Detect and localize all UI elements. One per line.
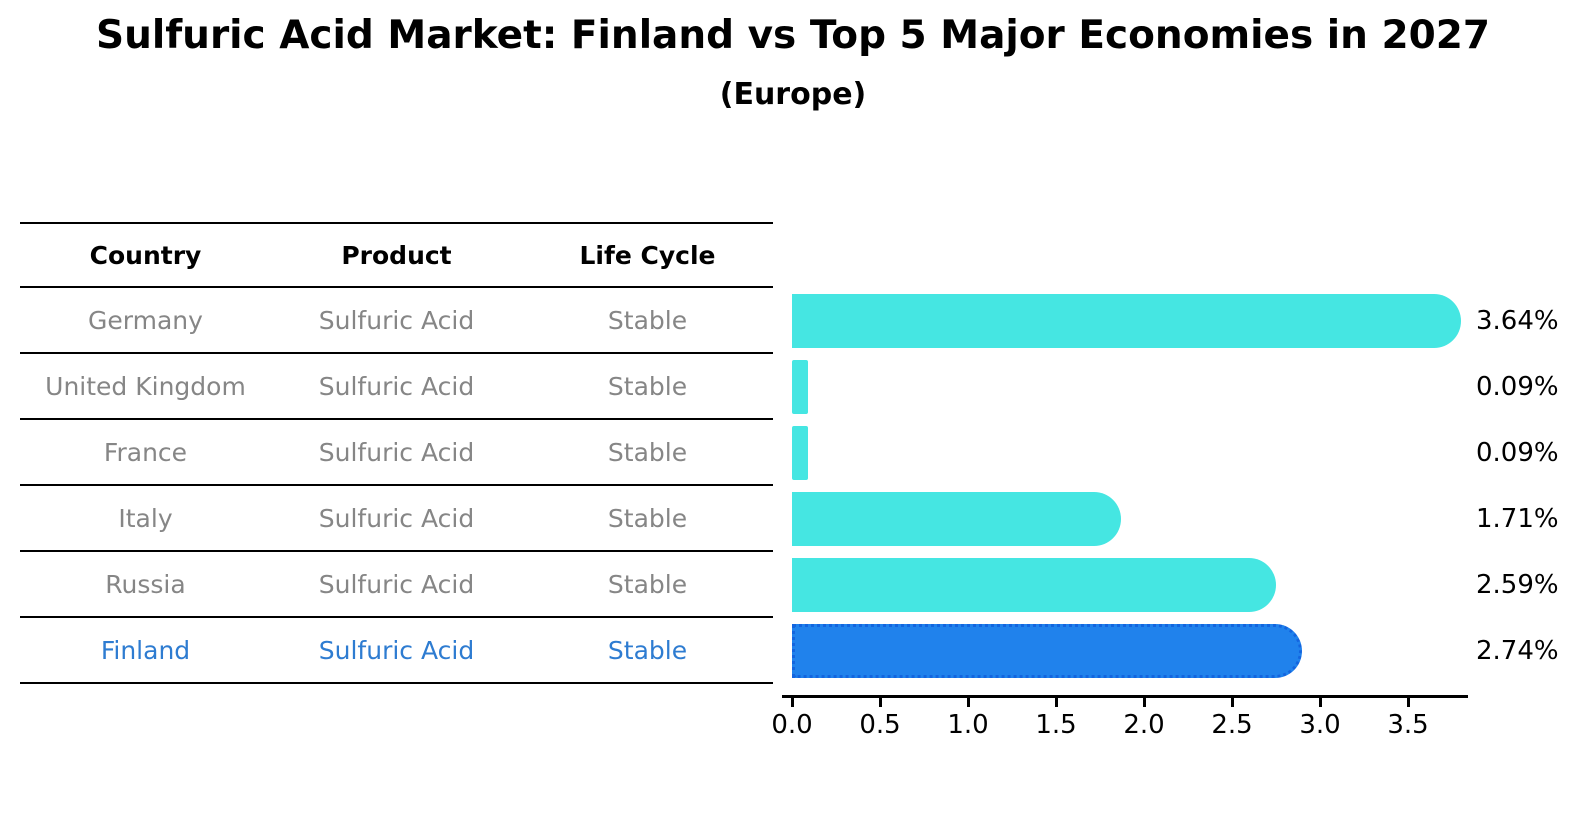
x-tick-label: 3.0 bbox=[1299, 710, 1341, 740]
x-tick-label: 2.5 bbox=[1211, 710, 1253, 740]
table-cell-life-cycle: Stable bbox=[607, 503, 688, 533]
bar-germany bbox=[792, 294, 1461, 348]
table-header-cell: Product bbox=[341, 240, 452, 270]
value-label-united-kingdom: 0.09% bbox=[1476, 372, 1559, 402]
x-tick bbox=[1054, 698, 1058, 707]
table-header-cell: Country bbox=[89, 240, 202, 270]
value-label-france: 0.09% bbox=[1476, 438, 1559, 468]
x-tick-label: 0.5 bbox=[859, 710, 901, 740]
country-table: Country Product Life Cycle Germany Sulfuric … bbox=[20, 222, 773, 684]
table-cell-product: Sulfuric Acid bbox=[318, 371, 475, 401]
value-label-russia: 2.59% bbox=[1476, 570, 1559, 600]
x-tick bbox=[966, 698, 970, 707]
bar-russia bbox=[792, 558, 1276, 612]
chart-title: Sulfuric Acid Market: Finland vs Top 5 M… bbox=[95, 13, 1490, 58]
table-cell-country: Russia bbox=[105, 569, 186, 599]
x-tick bbox=[1406, 698, 1410, 707]
table-cell-product: Sulfuric Acid bbox=[318, 437, 475, 467]
table-row-united-kingdom: United Kingdom Sulfuric Acid Stable bbox=[20, 354, 773, 420]
table-cell-country: United Kingdom bbox=[45, 371, 246, 401]
highlight-bar-finland bbox=[792, 624, 1303, 678]
table-cell-life-cycle: Stable bbox=[607, 371, 688, 401]
table-cell-country: France bbox=[103, 437, 188, 467]
table-header-row: Country Product Life Cycle bbox=[20, 222, 773, 288]
table-cell-country: Finland bbox=[100, 635, 191, 665]
table-cell-life-cycle: Stable bbox=[607, 635, 688, 665]
x-axis-spine bbox=[782, 695, 1468, 698]
table-header-cell: Life Cycle bbox=[579, 240, 716, 270]
table-cell-product: Sulfuric Acid bbox=[318, 635, 475, 665]
bar-united-kingdom bbox=[792, 360, 808, 414]
x-tick bbox=[790, 698, 794, 707]
table-row-russia: Russia Sulfuric Acid Stable bbox=[20, 552, 773, 618]
table-row-italy: Italy Sulfuric Acid Stable bbox=[20, 486, 773, 552]
bar-italy bbox=[792, 492, 1121, 546]
table-row-germany: Germany Sulfuric Acid Stable bbox=[20, 288, 773, 354]
table-cell-life-cycle: Stable bbox=[607, 437, 688, 467]
value-label-germany: 3.64% bbox=[1476, 306, 1559, 336]
bar-france bbox=[792, 426, 808, 480]
x-tick bbox=[878, 698, 882, 707]
table-row-france: France Sulfuric Acid Stable bbox=[20, 420, 773, 486]
table-row-finland: Finland Sulfuric Acid Stable bbox=[20, 618, 773, 684]
chart-subtitle: (Europe) bbox=[719, 77, 867, 112]
x-tick-label: 0.0 bbox=[771, 710, 813, 740]
x-tick bbox=[1142, 698, 1146, 707]
x-tick-label: 1.0 bbox=[947, 710, 989, 740]
table-cell-product: Sulfuric Acid bbox=[318, 305, 475, 335]
x-tick bbox=[1318, 698, 1322, 707]
x-tick-label: 1.5 bbox=[1035, 710, 1077, 740]
value-label-italy: 1.71% bbox=[1476, 504, 1559, 534]
value-label-finland: 2.74% bbox=[1476, 636, 1559, 666]
table-cell-country: Italy bbox=[118, 503, 173, 533]
table-cell-country: Germany bbox=[88, 305, 203, 335]
table-cell-life-cycle: Stable bbox=[607, 569, 688, 599]
x-tick bbox=[1230, 698, 1234, 707]
x-tick-label: 2.0 bbox=[1123, 710, 1165, 740]
bar-plot bbox=[792, 288, 1482, 684]
x-tick-label: 3.5 bbox=[1387, 710, 1429, 740]
table-cell-product: Sulfuric Acid bbox=[318, 503, 475, 533]
table-cell-life-cycle: Stable bbox=[607, 305, 688, 335]
table-cell-product: Sulfuric Acid bbox=[318, 569, 475, 599]
